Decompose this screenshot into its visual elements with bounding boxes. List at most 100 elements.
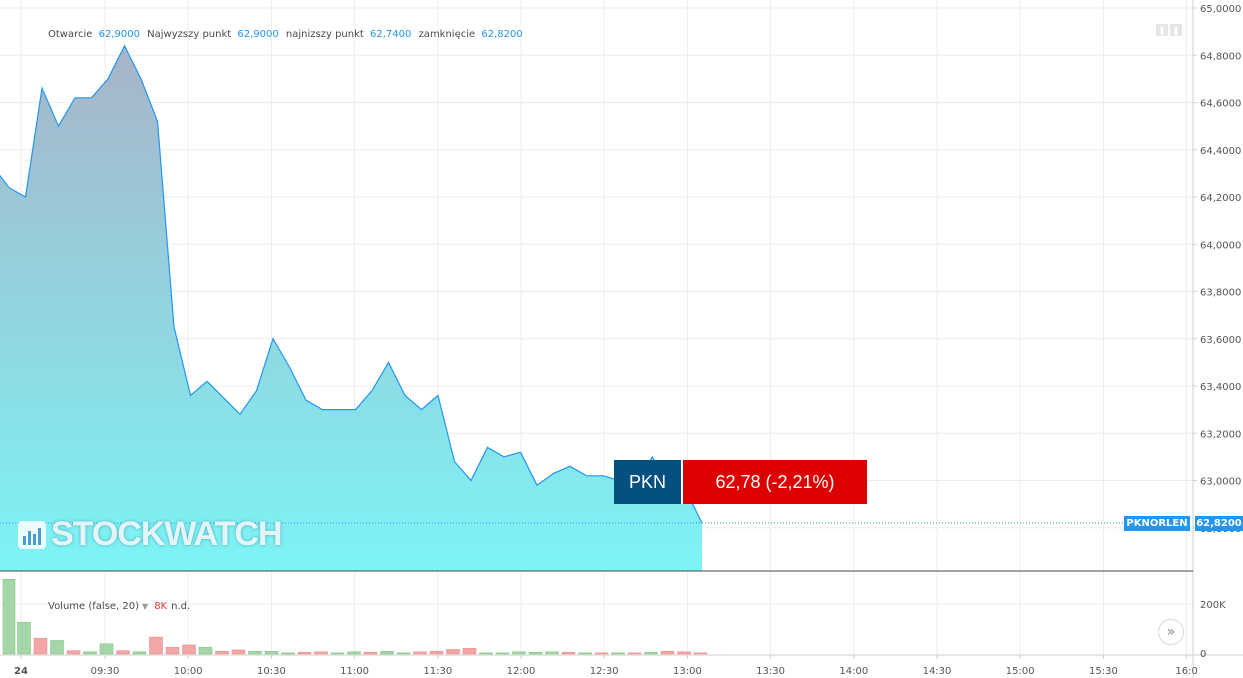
volume-bar: [677, 651, 691, 655]
volume-bar: [50, 640, 64, 655]
volume-bar: [561, 651, 576, 655]
price-line: [0, 44, 703, 524]
caret-down-icon[interactable]: ▼: [142, 602, 149, 611]
close-value: 62,8200: [481, 29, 523, 40]
x-tick-label: 11:30: [423, 666, 452, 677]
volume-bar: [380, 651, 394, 655]
y-tick-label: 64,0000: [1200, 240, 1241, 251]
volume-bar: [462, 648, 477, 655]
x-tick-label: 09:30: [91, 666, 120, 677]
y-tick-label: 63,2000: [1200, 429, 1241, 440]
x-tick-label: 10:30: [257, 666, 286, 677]
volume-bar: [512, 651, 526, 655]
volume-bar: [611, 652, 625, 655]
ticker-box: PKN 62,78 (-2,21%): [614, 460, 867, 504]
volume-bar: [182, 644, 196, 655]
x-tick-label: 16:0: [1175, 666, 1197, 677]
ohlc-legend: Otwarcie 62,9000 Najwyzszy punkt 62,9000…: [48, 29, 527, 40]
volume-value: 8K: [154, 601, 168, 612]
y-tick-label: 63,8000: [1200, 288, 1241, 299]
y-tick-label: 64,4000: [1200, 146, 1241, 157]
volume-bar: [132, 651, 147, 655]
volume-bar: [495, 652, 510, 655]
symbol-price-label: PKNORLEN: [1124, 516, 1190, 531]
stockwatch-watermark: STOCKWATCH: [17, 515, 283, 554]
volume-bar: [693, 652, 708, 655]
volume-axis-label: 0: [1200, 649, 1206, 660]
volume-bar: [17, 622, 31, 655]
y-tick-label: 63,0000: [1200, 477, 1241, 488]
x-tick-label: 13:00: [673, 666, 702, 677]
y-tick-label: 64,6000: [1200, 99, 1241, 110]
volume-bar: [363, 651, 378, 655]
volume-bars: [2, 579, 708, 655]
volume-bar: [2, 579, 16, 655]
x-tick-label: 15:30: [1089, 666, 1118, 677]
volume-bar: [314, 651, 328, 655]
volume-bar: [528, 651, 543, 655]
volume-label: Volume (false, 20): [48, 601, 140, 612]
pause-icon[interactable]: ❚: [1156, 24, 1168, 36]
low-value: 62,7400: [370, 29, 412, 40]
volume-bar: [33, 637, 48, 655]
last-price-label: 62,8200: [1195, 516, 1243, 531]
volume-bar: [297, 651, 312, 655]
volume-bar: [330, 652, 345, 655]
x-tick-label: 11:00: [340, 666, 369, 677]
y-axis-ticks: 65,0000 64,8000 64,6000 64,4000 64,2000 64,00…: [1193, 4, 1241, 660]
volume-extra: n.d.: [171, 601, 191, 612]
x-tick-label: 10:00: [174, 666, 203, 677]
y-tick-label: 65,0000: [1200, 4, 1241, 15]
y-tick-label: 64,2000: [1200, 193, 1241, 204]
volume-bar: [545, 651, 559, 655]
price-area-fill: [0, 45, 702, 572]
volume-axis-label: 200K: [1200, 600, 1226, 611]
ticker-symbol: PKN: [614, 460, 681, 504]
x-tick-label: 14:00: [839, 666, 868, 677]
x-tick-label: 12:30: [590, 666, 619, 677]
open-value: 62,9000: [98, 29, 140, 40]
volume-bar: [116, 650, 130, 655]
volume-bar: [66, 650, 81, 655]
volume-bar: [479, 652, 493, 655]
bar-chart-icon: [18, 520, 46, 549]
settings-icon[interactable]: ❚: [1170, 24, 1182, 36]
volume-bar: [660, 651, 675, 655]
volume-bar: [99, 643, 114, 655]
corner-buttons[interactable]: ❚ ❚: [1156, 24, 1182, 36]
low-label: najnizszy punkt: [285, 29, 364, 40]
y-tick-label: 63,4000: [1200, 382, 1241, 393]
double-chevron-right-icon: »: [1166, 624, 1176, 640]
volume-bar: [594, 652, 609, 655]
volume-bar: [231, 649, 246, 655]
volume-bar: [198, 646, 213, 655]
volume-bar: [83, 651, 97, 655]
close-label: zamknięcie: [418, 29, 476, 40]
volume-bar: [264, 651, 279, 655]
ticker-divider: [681, 460, 683, 504]
volume-bar: [627, 652, 642, 655]
volume-bar: [396, 652, 411, 655]
price-area: [0, 44, 1124, 572]
volume-bar: [446, 649, 460, 655]
x-tick-label: 14:30: [923, 666, 952, 677]
x-tick-label: 12:00: [507, 666, 536, 677]
x-tick-label: 13:30: [756, 666, 785, 677]
scroll-to-realtime-button[interactable]: »: [1158, 619, 1184, 645]
volume-bar: [215, 651, 229, 655]
y-tick-label: 64,8000: [1200, 51, 1241, 62]
volume-bar: [347, 651, 361, 655]
y-tick-label: 63,6000: [1200, 335, 1241, 346]
x-tick-label: 24: [14, 666, 28, 677]
volume-bar: [165, 646, 180, 655]
volume-bar: [429, 651, 444, 655]
volume-bar: [578, 652, 592, 655]
volume-bar: [248, 651, 262, 655]
x-axis-ticks: 24 09:30 10:00 10:30 11:00 11:30 12:00 12:30 13:…: [14, 655, 1198, 677]
volume-bar: [149, 636, 163, 655]
volume-bar: [644, 651, 658, 655]
ticker-change: 62,78 (-2,21%): [683, 460, 867, 504]
x-tick-label: 15:00: [1006, 666, 1035, 677]
volume-legend: Volume (false, 20) ▼ 8K n.d.: [48, 601, 190, 612]
